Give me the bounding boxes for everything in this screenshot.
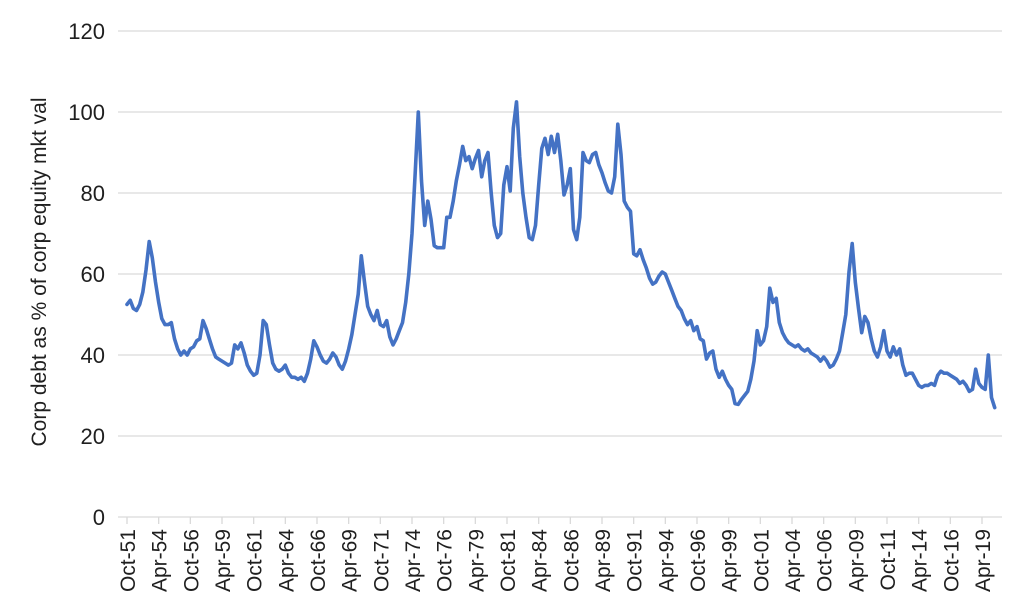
x-tick-label: Oct-51: [117, 529, 140, 592]
x-tick-label: Oct-76: [434, 529, 457, 592]
gridlines: [118, 30, 1002, 518]
x-tick-label: Oct-81: [497, 529, 520, 592]
x-tick-label: Apr-59: [212, 529, 235, 592]
x-tick-label: Apr-09: [845, 529, 868, 592]
x-tick-label: Oct-11: [877, 529, 900, 590]
y-axis-tick-labels: 0 20 40 60 80 100 120: [68, 19, 105, 530]
x-axis-tick-labels: Oct-51 Apr-54 Oct-56 Apr-59 Oct-61 Apr-64 Oct-…: [117, 517, 995, 592]
x-tick-label: Oct-71: [370, 529, 393, 592]
x-tick-label: Apr-14: [909, 529, 932, 592]
x-tick-label: Oct-56: [180, 529, 203, 592]
x-tick-label: Apr-04: [782, 529, 805, 592]
x-tick-label: Oct-91: [624, 529, 647, 592]
x-tick-label: Apr-89: [592, 529, 615, 592]
x-tick-label: Oct-06: [814, 529, 837, 592]
x-tick-label: Oct-96: [687, 529, 710, 592]
x-tick-label: Apr-79: [465, 529, 488, 592]
x-tick-label: Oct-66: [307, 529, 330, 592]
x-tick-label: Apr-94: [655, 529, 678, 592]
x-tick-label: Apr-74: [402, 529, 425, 592]
x-tick-label: Oct-16: [940, 529, 963, 592]
x-tick-label: Oct-01: [750, 529, 773, 592]
y-tick-label: 120: [68, 19, 105, 44]
y-tick-label: 40: [81, 343, 105, 368]
y-tick-label: 20: [81, 424, 105, 449]
y-tick-label: 60: [81, 262, 105, 287]
x-tick-label: Apr-64: [275, 529, 298, 592]
y-tick-label: 100: [68, 100, 105, 125]
y-tick-label: 0: [93, 505, 105, 530]
debt-to-equity-line: [125, 100, 997, 410]
x-tick-label: Apr-19: [972, 529, 995, 592]
x-tick-label: Oct-61: [244, 529, 267, 592]
x-tick-label: Apr-84: [529, 529, 552, 592]
y-axis-title: Corp debt as % of corp equity mkt val: [28, 98, 51, 447]
y-tick-label: 80: [81, 181, 105, 206]
data-series: [125, 100, 997, 410]
x-tick-label: Apr-54: [149, 529, 172, 592]
x-tick-label: Apr-69: [339, 529, 362, 592]
x-tick-label: Apr-99: [719, 529, 742, 592]
x-tick-label: Oct-86: [560, 529, 583, 592]
